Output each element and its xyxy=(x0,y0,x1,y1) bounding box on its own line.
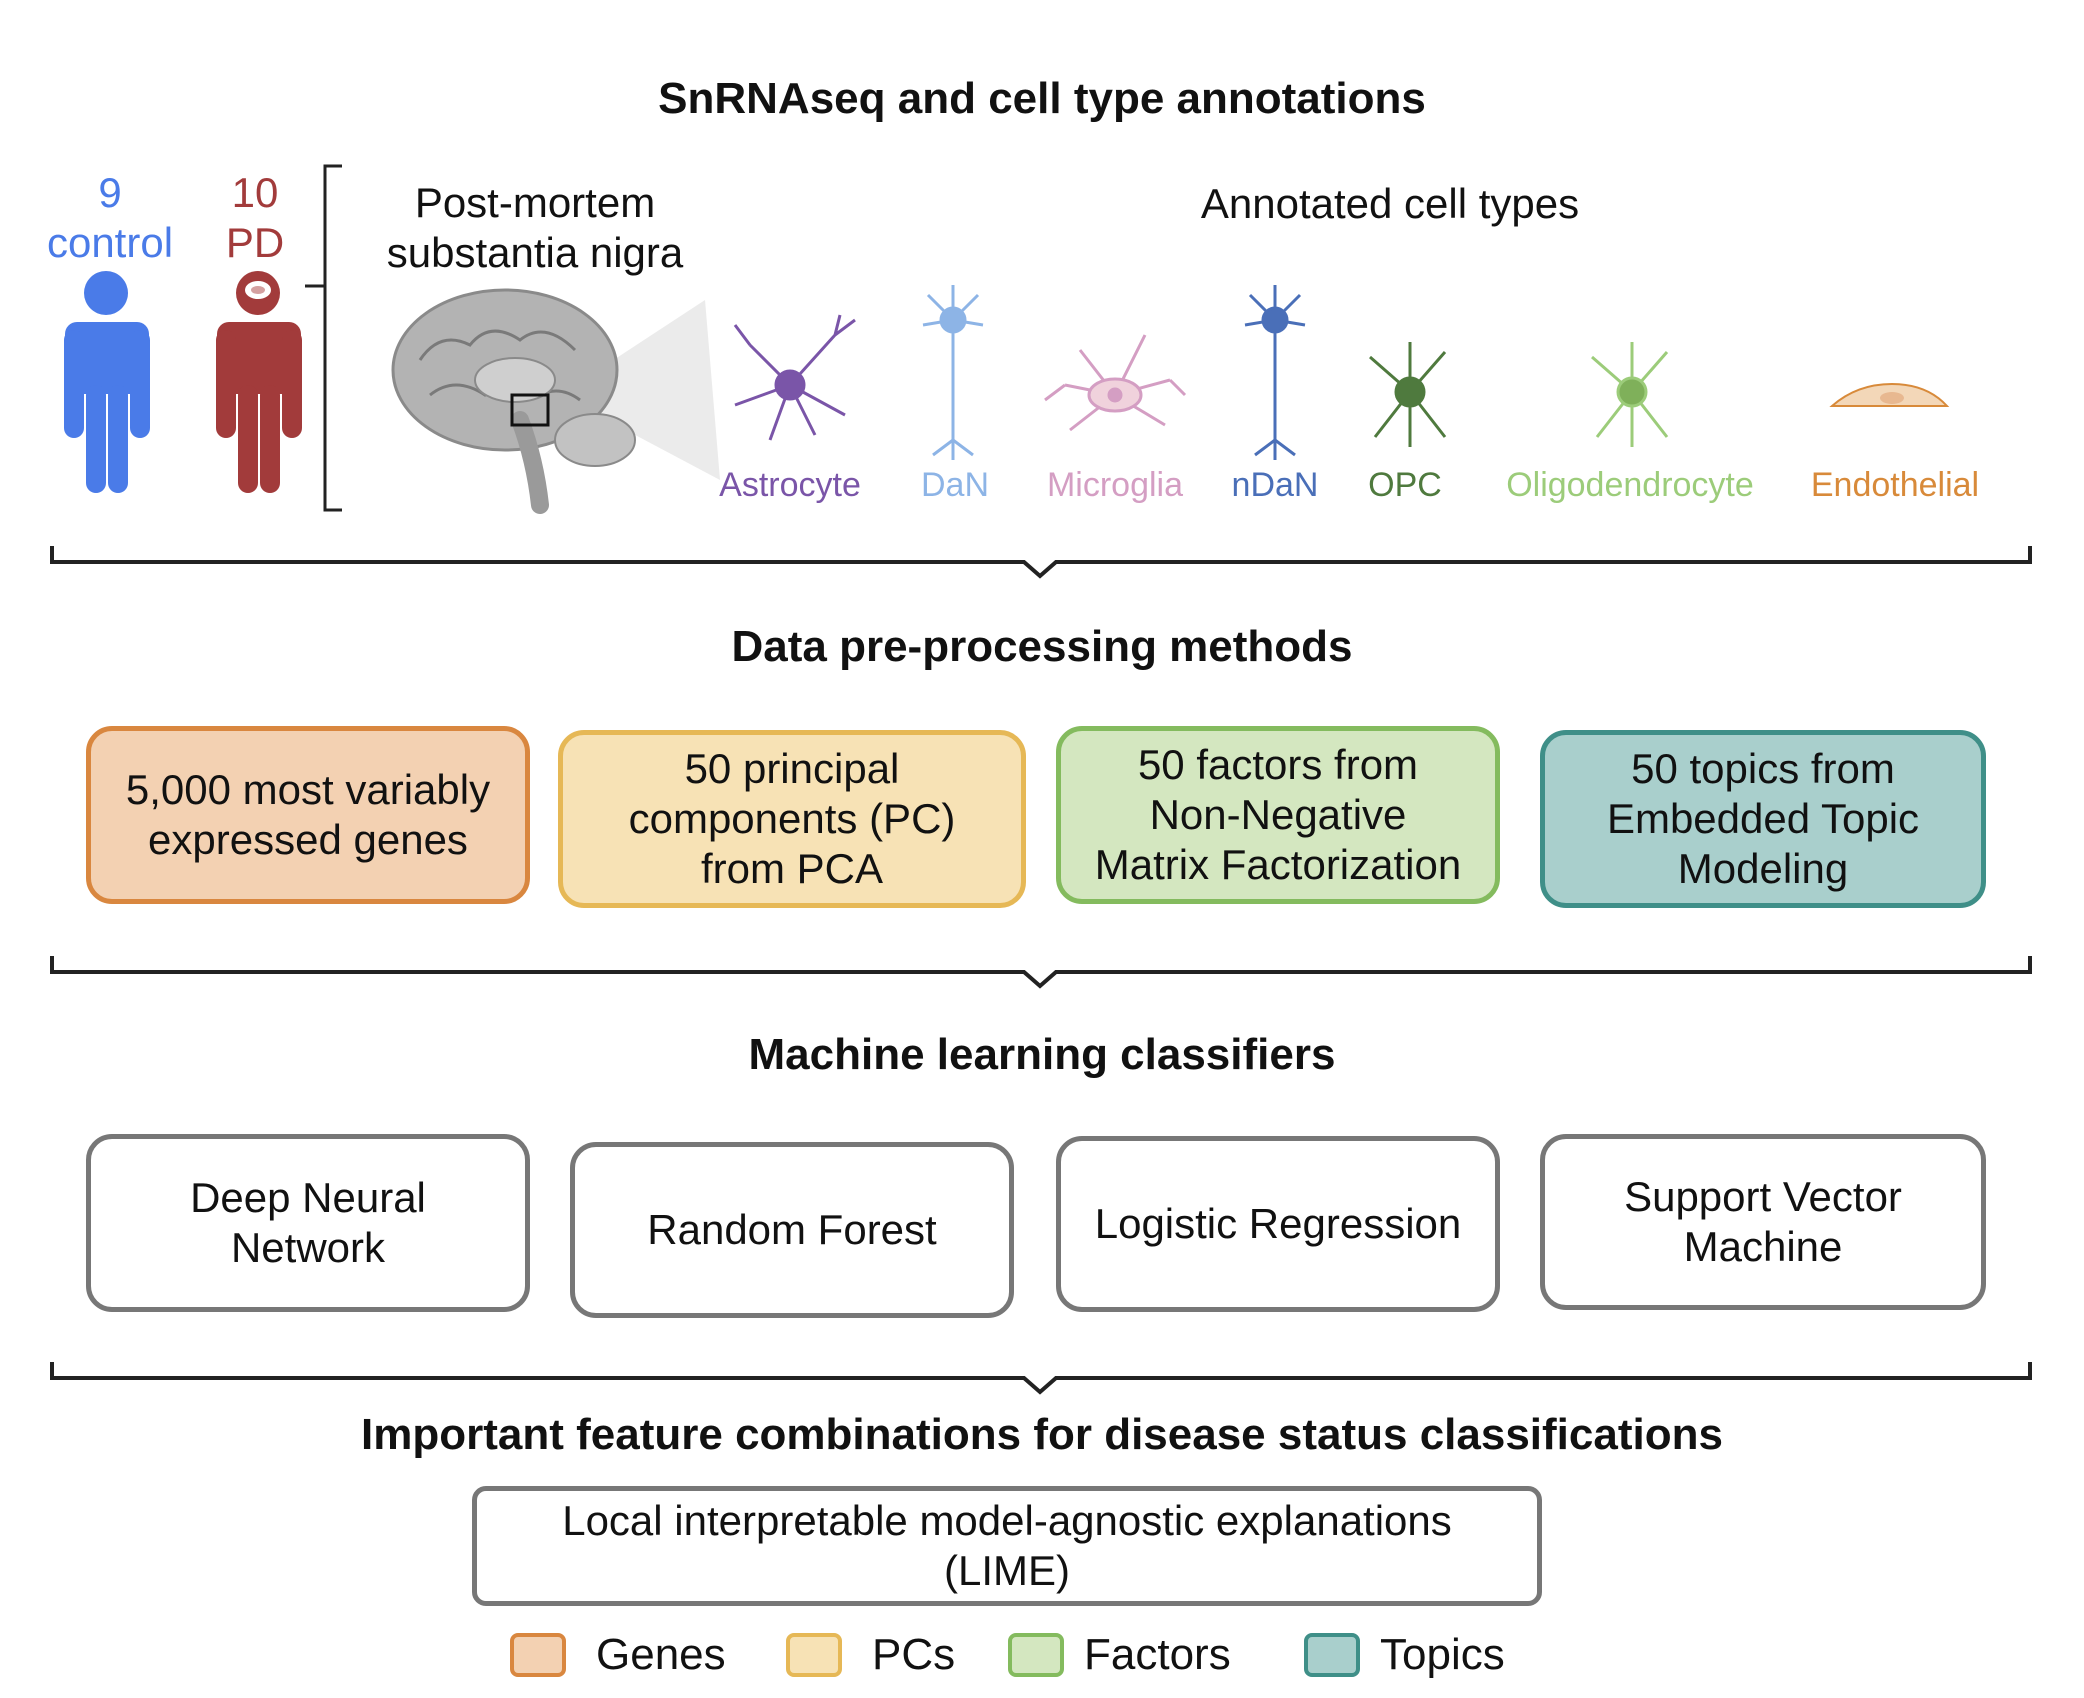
classifier-box-dnn: Deep Neural Network xyxy=(86,1134,530,1312)
lime-line1: Local interpretable model-agnostic expla… xyxy=(562,1497,1452,1544)
dnn-line1: Deep Neural xyxy=(190,1174,426,1221)
nmf-line2: Non-Negative xyxy=(1149,791,1407,838)
preprocessing-box-etm: 50 topics from Embedded Topic Modeling xyxy=(1540,730,1986,908)
legend-swatch-topics xyxy=(1304,1633,1360,1677)
etm-line1: 50 topics from xyxy=(1631,745,1895,792)
section-title-snrnaseq: SnRNAseq and cell type annotations xyxy=(658,74,1426,123)
astrocyte-cell-icon xyxy=(733,314,856,441)
control-count-label: 9 control xyxy=(30,168,190,268)
celltype-oligodendrocyte: Oligodendrocyte xyxy=(1480,466,1780,505)
celltype-microglia-label: Microglia xyxy=(1046,466,1184,504)
tissue-line1: Post-mortem xyxy=(414,179,656,226)
lime-box: Local interpretable model-agnostic expla… xyxy=(472,1486,1542,1606)
legend-label-pcs: PCs xyxy=(872,1630,956,1679)
nmf-line3: Matrix Factorization xyxy=(1094,841,1462,888)
legend-label-genes: Genes xyxy=(596,1630,726,1679)
celltype-ndan: nDaN xyxy=(1220,466,1330,505)
brain-icon xyxy=(391,288,720,514)
tissue-label: Post-mortem substantia nigra xyxy=(355,178,715,278)
section-title-classifiers: Machine learning classifiers xyxy=(748,1030,1336,1079)
celltype-endothelial-label: Endothelial xyxy=(1810,466,1980,504)
celltype-dan: DaN xyxy=(900,466,1010,505)
preprocessing-box-pca: 50 principal components (PC) from PCA xyxy=(558,730,1026,908)
pca-line2: components (PC) xyxy=(628,795,956,842)
divider-bracket-1 xyxy=(50,546,2032,579)
svm-line1: Support Vector xyxy=(1624,1173,1902,1220)
legend-item-pcs: PCs xyxy=(786,1630,955,1680)
dnn-line2: Network xyxy=(230,1224,386,1271)
celltype-astrocyte-label: Astrocyte xyxy=(719,466,861,504)
opc-cell-icon xyxy=(1369,342,1447,447)
random-forest-label: Random Forest xyxy=(647,1206,937,1253)
celltype-dan-label: DaN xyxy=(920,466,990,504)
dan-cell-icon xyxy=(922,285,984,460)
endothelial-cell-icon xyxy=(1829,382,1950,407)
divider-bracket-3 xyxy=(50,1362,2032,1395)
legend-swatch-factors xyxy=(1008,1633,1064,1677)
preprocessing-box-genes: 5,000 most variably expressed genes xyxy=(86,726,530,904)
logistic-regression-label: Logistic Regression xyxy=(1094,1200,1462,1247)
celltype-oligodendrocyte-label: Oligodendrocyte xyxy=(1506,466,1754,504)
pd-count-label: 10 PD xyxy=(190,168,320,268)
pca-line1: 50 principal xyxy=(684,745,900,792)
legend-item-factors: Factors xyxy=(1008,1630,1231,1680)
pca-line3: from PCA xyxy=(700,845,883,892)
etm-line3: Modeling xyxy=(1677,845,1849,892)
legend-label-factors: Factors xyxy=(1084,1630,1231,1679)
pd-person-icon xyxy=(216,271,302,493)
celltype-opc-label: OPC xyxy=(1368,466,1442,504)
celltype-astrocyte: Astrocyte xyxy=(700,466,880,505)
microglia-cell-icon xyxy=(1044,334,1187,432)
lime-line2: (LIME) xyxy=(943,1547,1070,1594)
section-title-preprocessing: Data pre-processing methods xyxy=(731,622,1353,671)
celltype-ndan-label: nDaN xyxy=(1231,466,1319,504)
ndan-cell-icon xyxy=(1244,285,1306,460)
oligodendrocyte-cell-icon xyxy=(1591,342,1669,447)
cohort-bracket xyxy=(305,164,342,512)
classifier-box-svm: Support Vector Machine xyxy=(1540,1134,1986,1310)
pd-count: 10 xyxy=(231,169,279,216)
celltype-opc: OPC xyxy=(1350,466,1460,505)
genes-line2: expressed genes xyxy=(148,816,468,863)
section-title-feature-combinations: Important feature combinations for disea… xyxy=(361,1410,1723,1459)
legend-item-genes: Genes xyxy=(510,1630,726,1680)
legend-label-topics: Topics xyxy=(1380,1630,1505,1679)
legend-swatch-genes xyxy=(510,1633,566,1677)
control-count: 9 xyxy=(98,169,122,216)
svm-line2: Machine xyxy=(1683,1223,1843,1270)
celltype-endothelial: Endothelial xyxy=(1780,466,2010,505)
legend-item-topics: Topics xyxy=(1304,1630,1505,1680)
celltype-microglia: Microglia xyxy=(1025,466,1205,505)
etm-line2: Embedded Topic xyxy=(1606,795,1920,842)
annotated-cell-types-title: Annotated cell types xyxy=(1200,180,1580,227)
classifier-box-logistic-regression: Logistic Regression xyxy=(1056,1136,1500,1312)
classifier-box-random-forest: Random Forest xyxy=(570,1142,1014,1318)
pd-label: PD xyxy=(225,219,285,266)
tissue-line2: substantia nigra xyxy=(386,229,684,276)
preprocessing-box-nmf: 50 factors from Non-Negative Matrix Fact… xyxy=(1056,726,1500,904)
control-person-icon xyxy=(64,271,150,493)
nmf-line1: 50 factors from xyxy=(1137,741,1419,788)
legend-swatch-pcs xyxy=(786,1633,842,1677)
genes-line1: 5,000 most variably xyxy=(125,766,491,813)
control-label: control xyxy=(46,219,174,266)
divider-bracket-2 xyxy=(50,956,2032,989)
